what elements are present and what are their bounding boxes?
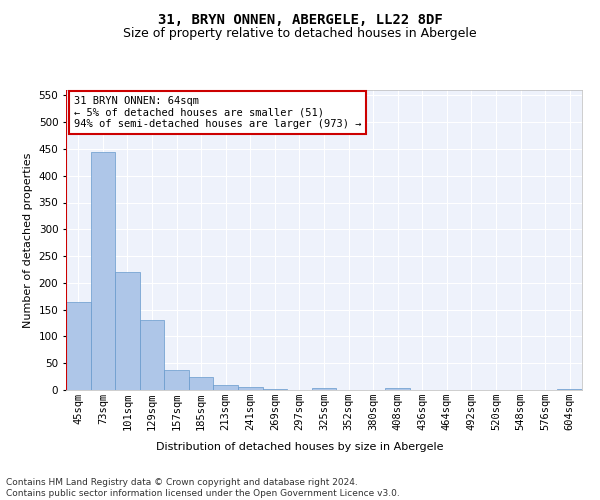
Bar — [66, 302, 91, 390]
Text: 31 BRYN ONNEN: 64sqm
← 5% of detached houses are smaller (51)
94% of semi-detach: 31 BRYN ONNEN: 64sqm ← 5% of detached ho… — [74, 96, 361, 129]
Text: 31, BRYN ONNEN, ABERGELE, LL22 8DF: 31, BRYN ONNEN, ABERGELE, LL22 8DF — [158, 12, 442, 26]
Bar — [214, 385, 238, 390]
Bar — [385, 388, 410, 390]
Bar — [91, 152, 115, 390]
Bar — [189, 376, 214, 390]
Bar — [312, 388, 336, 390]
Bar — [115, 272, 140, 390]
Bar — [238, 388, 263, 390]
Text: Size of property relative to detached houses in Abergele: Size of property relative to detached ho… — [123, 28, 477, 40]
Y-axis label: Number of detached properties: Number of detached properties — [23, 152, 33, 328]
Bar — [164, 370, 189, 390]
Text: Contains HM Land Registry data © Crown copyright and database right 2024.
Contai: Contains HM Land Registry data © Crown c… — [6, 478, 400, 498]
Bar — [140, 320, 164, 390]
Text: Distribution of detached houses by size in Abergele: Distribution of detached houses by size … — [156, 442, 444, 452]
